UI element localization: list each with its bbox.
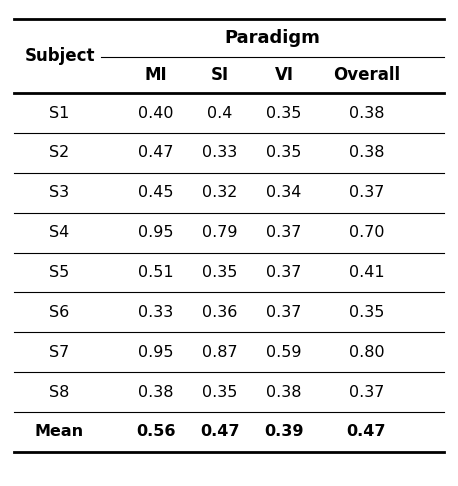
Text: 0.56: 0.56: [136, 424, 175, 439]
Text: 0.51: 0.51: [138, 265, 174, 280]
Text: S3: S3: [49, 185, 70, 200]
Text: 0.95: 0.95: [138, 345, 174, 360]
Text: 0.47: 0.47: [200, 424, 240, 439]
Text: S5: S5: [49, 265, 70, 280]
Text: 0.59: 0.59: [266, 345, 302, 360]
Text: 0.41: 0.41: [349, 265, 384, 280]
Text: 0.35: 0.35: [202, 384, 238, 399]
Text: 0.37: 0.37: [266, 225, 302, 240]
Text: 0.35: 0.35: [266, 145, 302, 160]
Text: 0.38: 0.38: [349, 145, 384, 160]
Text: 0.38: 0.38: [266, 384, 302, 399]
Text: 0.34: 0.34: [266, 185, 302, 200]
Text: 0.35: 0.35: [202, 265, 238, 280]
Text: 0.37: 0.37: [266, 265, 302, 280]
Text: Paradigm: Paradigm: [224, 29, 321, 47]
Text: S6: S6: [49, 305, 70, 320]
Text: 0.39: 0.39: [264, 424, 304, 439]
Text: S8: S8: [49, 384, 70, 399]
Text: 0.33: 0.33: [138, 305, 173, 320]
Text: 0.4: 0.4: [207, 105, 233, 121]
Text: Subject: Subject: [24, 47, 95, 65]
Text: 0.35: 0.35: [266, 105, 302, 121]
Text: VI: VI: [274, 66, 294, 84]
Text: S7: S7: [49, 345, 70, 360]
Text: 0.45: 0.45: [138, 185, 174, 200]
Text: 0.70: 0.70: [349, 225, 384, 240]
Text: S1: S1: [49, 105, 70, 121]
Text: 0.37: 0.37: [349, 384, 384, 399]
Text: SI: SI: [211, 66, 229, 84]
Text: 0.95: 0.95: [138, 225, 174, 240]
Text: 0.37: 0.37: [349, 185, 384, 200]
Text: 0.79: 0.79: [202, 225, 238, 240]
Text: 0.35: 0.35: [349, 305, 384, 320]
Text: 0.36: 0.36: [202, 305, 238, 320]
Text: 0.40: 0.40: [138, 105, 174, 121]
Text: Overall: Overall: [333, 66, 400, 84]
Text: 0.33: 0.33: [202, 145, 237, 160]
Text: Mean: Mean: [35, 424, 84, 439]
Text: 0.47: 0.47: [347, 424, 386, 439]
Text: 0.37: 0.37: [266, 305, 302, 320]
Text: 0.47: 0.47: [138, 145, 174, 160]
Text: S4: S4: [49, 225, 70, 240]
Text: 0.38: 0.38: [349, 105, 384, 121]
Text: S2: S2: [49, 145, 70, 160]
Text: 0.87: 0.87: [202, 345, 238, 360]
Text: MI: MI: [144, 66, 167, 84]
Text: 0.32: 0.32: [202, 185, 238, 200]
Text: 0.80: 0.80: [349, 345, 384, 360]
Text: 0.38: 0.38: [138, 384, 174, 399]
